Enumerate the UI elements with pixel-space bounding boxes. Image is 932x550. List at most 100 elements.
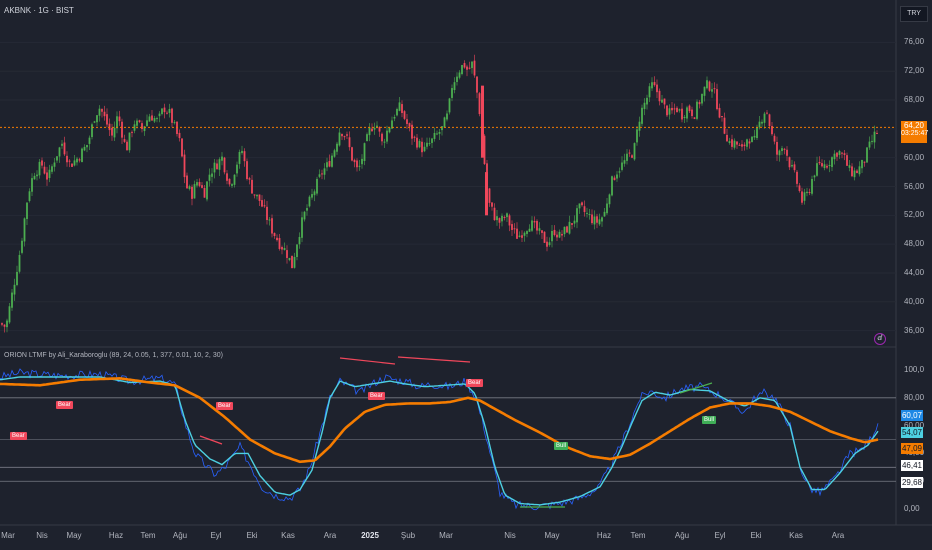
candle-body [736, 141, 738, 145]
candle-body [403, 111, 406, 119]
candle-body [43, 166, 46, 174]
candle-body [743, 144, 746, 147]
candle-body [578, 203, 581, 209]
candle-body [258, 194, 261, 201]
candle-body [873, 131, 876, 143]
candle-body [378, 127, 381, 132]
candle-body [768, 114, 771, 126]
candle-body [216, 163, 218, 170]
candle-body [818, 161, 821, 164]
candle-body [401, 104, 403, 113]
time-axis-label: Ara [831, 531, 845, 540]
time-axis-label: Eyl [714, 531, 726, 540]
candle-body [706, 80, 708, 89]
candle-body [503, 216, 506, 218]
candle-body [363, 143, 366, 162]
candle-body [633, 143, 636, 160]
candle-body [466, 66, 468, 70]
candle-body [478, 93, 481, 115]
candle-body [641, 107, 643, 124]
time-axis-label: Tem [140, 531, 156, 540]
candle-body [533, 221, 536, 223]
candle-body [301, 217, 303, 238]
candle-body [438, 131, 441, 134]
time-axis-label: Ara [323, 531, 337, 540]
candle-body [631, 155, 633, 158]
time-axis-label: Nis [36, 531, 48, 540]
candle-body [231, 184, 233, 186]
candle-body [823, 164, 826, 169]
candle-body [73, 160, 76, 166]
candle-body [428, 143, 431, 145]
candle-body [118, 116, 121, 122]
candle-body [68, 160, 71, 162]
time-axis-label: Tem [630, 531, 646, 540]
currency-button[interactable]: TRY [900, 6, 928, 22]
candle-body [263, 205, 266, 207]
candle-body [453, 82, 456, 91]
candle-body [651, 82, 653, 89]
candle-body [16, 271, 18, 286]
candle-body [683, 116, 686, 119]
candle-body [648, 86, 651, 98]
candle-body [531, 220, 533, 231]
candle-body [238, 151, 241, 164]
candle-body [86, 144, 88, 148]
candle-body [288, 257, 291, 261]
candle-body [728, 141, 731, 143]
time-axis-label: May [66, 531, 82, 540]
candle-body [661, 99, 663, 103]
candle-body [111, 127, 113, 136]
candle-body [53, 162, 56, 167]
candle-body [433, 132, 436, 139]
candle-body [686, 107, 688, 119]
candle-body [78, 159, 81, 161]
candle-body [558, 231, 561, 238]
candle-body [106, 114, 108, 125]
candle-body [158, 113, 161, 117]
candle-body [171, 108, 173, 123]
candle-body [58, 147, 61, 157]
candle-body [866, 147, 868, 163]
candle-body [8, 306, 11, 323]
candle-body [393, 116, 396, 119]
candle-body [313, 191, 316, 196]
candle-body [226, 173, 228, 181]
candle-body [93, 121, 96, 123]
alert-icon[interactable]: ⅆ [874, 333, 886, 345]
candle-body [391, 120, 393, 129]
candle-body [793, 164, 796, 171]
candle-body [413, 136, 416, 138]
candle-body [863, 161, 866, 163]
candle-body [671, 107, 673, 111]
candle-body [471, 61, 473, 69]
candle-body [421, 141, 423, 153]
time-axis-label: Kas [281, 531, 295, 540]
symbol-title[interactable]: AKBNK · 1G · BIST [4, 6, 74, 15]
candle-body [841, 152, 843, 154]
price-axis-label: 36,00 [904, 325, 925, 335]
candle-body [446, 113, 448, 120]
candle-body [726, 134, 728, 142]
candle-body [396, 109, 398, 116]
candle-body [33, 175, 36, 180]
candle-body [371, 128, 373, 132]
indicator-title[interactable]: ORION LTMF by Ali_Karaboroglu (89, 24, 0… [4, 352, 223, 359]
candle-body [591, 214, 593, 224]
candle-body [778, 150, 781, 156]
candle-body [861, 159, 863, 169]
candle-body [66, 155, 68, 163]
candle-body [293, 256, 296, 268]
candle-body [611, 176, 613, 196]
candle-body [418, 140, 421, 148]
candle-body [718, 107, 721, 118]
candle-body [716, 89, 718, 110]
candle-body [71, 163, 73, 167]
candle-body [116, 116, 118, 129]
candle-body [668, 108, 671, 115]
candle-body [848, 165, 851, 168]
candle-body [156, 118, 158, 120]
candle-body [206, 181, 208, 200]
candle-body [276, 237, 278, 241]
